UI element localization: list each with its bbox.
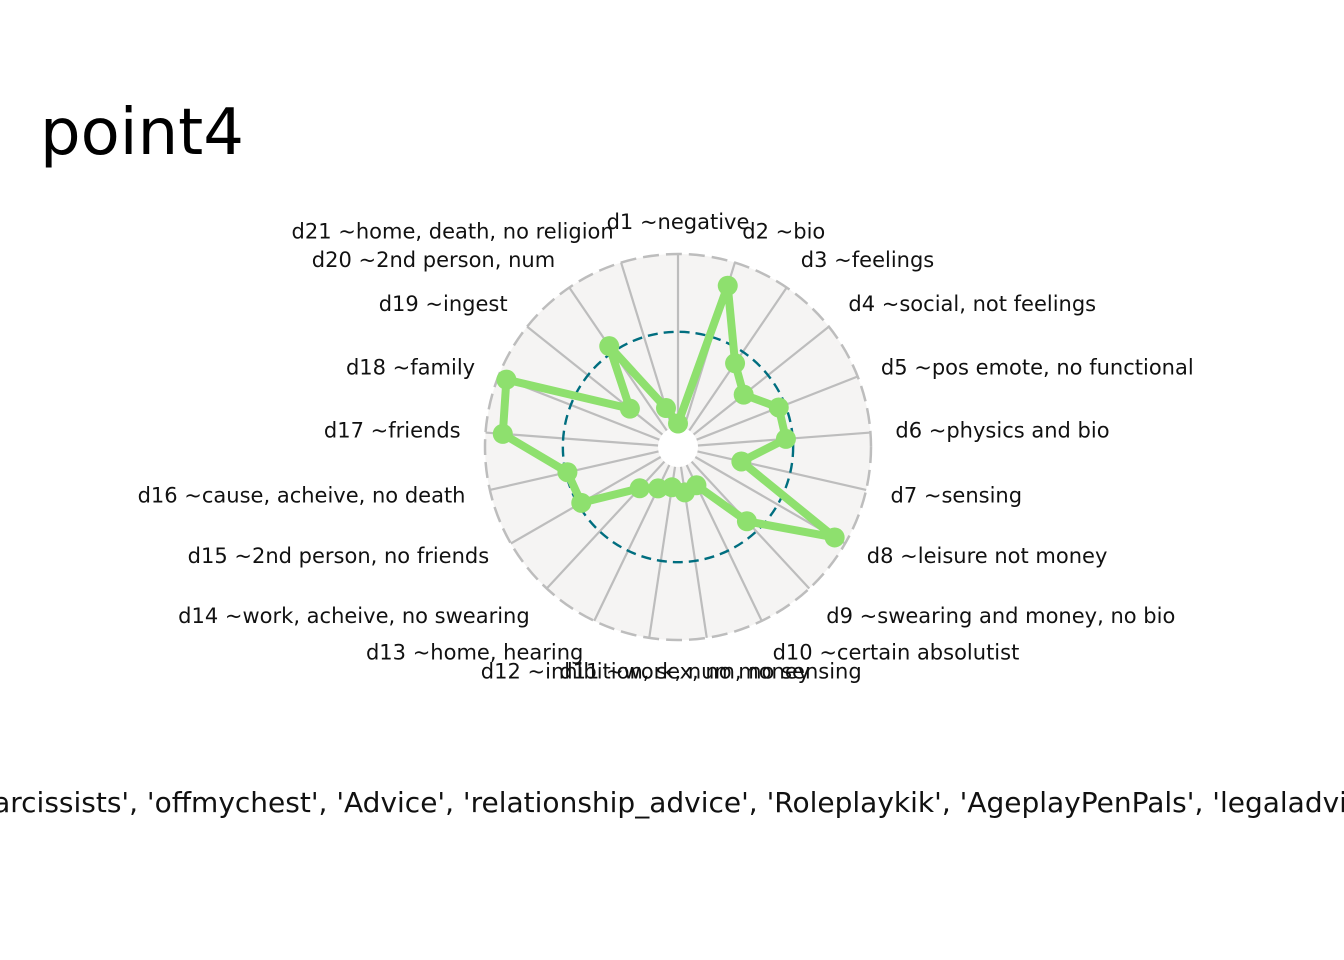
axis-label-d4: d4 ~social, not feelings [848,292,1096,316]
axis-label-d10: d10 ~certain absolutist [773,640,1020,664]
point-d2 [717,275,738,296]
inner-hole [658,427,698,467]
axis-label-d11: d11 ~work, num, no sensing [559,660,861,684]
axis-label-d14: d14 ~work, acheive, no swearing [178,604,530,628]
point-d9 [736,511,757,532]
axis-label-d1: d1 ~negative [607,210,750,234]
point-d13 [648,478,669,499]
point-d17 [492,423,513,444]
point-d8 [824,527,845,548]
chart-caption: ['narcissists', 'offmychest', 'Advice', … [0,786,1344,819]
axis-label-d17: d17 ~friends [324,419,461,443]
point-d3 [725,353,746,374]
axis-label-d8: d8 ~leisure not money [867,544,1108,568]
axis-label-d19: d19 ~ingest [379,292,508,316]
axis-label-d13: d13 ~home, hearing [366,640,583,664]
point-d15 [571,492,592,513]
spoke-19 [526,325,664,436]
data-series [492,275,845,548]
point-d5 [768,397,789,418]
point-d4 [733,384,754,405]
axis-label-d21: d21 ~home, death, no religion [292,220,614,244]
point-d6 [775,428,796,449]
reference-circle [561,330,795,564]
point-d14 [629,478,650,499]
point-d19 [619,398,640,419]
point-d7 [731,451,752,472]
axis-label-d9: d9 ~swearing and money, no bio [826,604,1175,628]
point-d18 [496,369,517,390]
reference-ring [561,330,795,564]
point-d20 [599,336,620,357]
point-d1 [668,413,688,434]
spoke-7 [697,450,867,492]
spoke-17 [485,431,659,447]
spoke-4 [692,325,830,436]
axis-label-d2: d2 ~bio [742,220,825,244]
point-d21 [655,398,676,419]
axis-label-d7: d7 ~sensing [891,484,1023,508]
axis-label-d6: d6 ~physics and bio [895,419,1109,443]
axis-label-d12: d12 ~inhibition, sex, no money [481,660,810,684]
chart-title: point4 [40,96,244,170]
axis-label-d18: d18 ~family [346,355,475,379]
axis-label-d20: d20 ~2nd person, num [312,248,555,272]
axis-label-d15: d15 ~2nd person, no friends [188,544,490,568]
point-d16 [557,462,578,483]
axis-label-d16: d16 ~cause, acheive, no death [138,484,466,508]
axis-label-d3: d3 ~feelings [801,248,934,272]
axis-label-d5: d5 ~pos emote, no functional [881,355,1194,379]
